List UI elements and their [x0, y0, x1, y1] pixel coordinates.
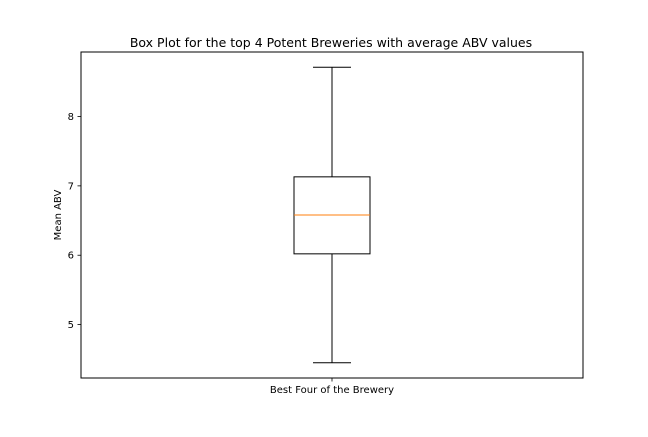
- box-series: [293, 66, 371, 364]
- x-axis: Best Four of the Brewery: [270, 378, 394, 396]
- y-tick-label: 7: [68, 181, 74, 192]
- y-axis: 5 6 7 8: [68, 112, 81, 331]
- y-tick-label: 5: [68, 320, 74, 331]
- y-axis-label: Mean ABV: [53, 190, 64, 241]
- x-tick-label: Best Four of the Brewery: [270, 385, 394, 396]
- y-tick-label: 6: [68, 251, 74, 262]
- y-tick-label: 8: [68, 112, 74, 123]
- chart-title: Box Plot for the top 4 Potent Breweries …: [130, 35, 532, 50]
